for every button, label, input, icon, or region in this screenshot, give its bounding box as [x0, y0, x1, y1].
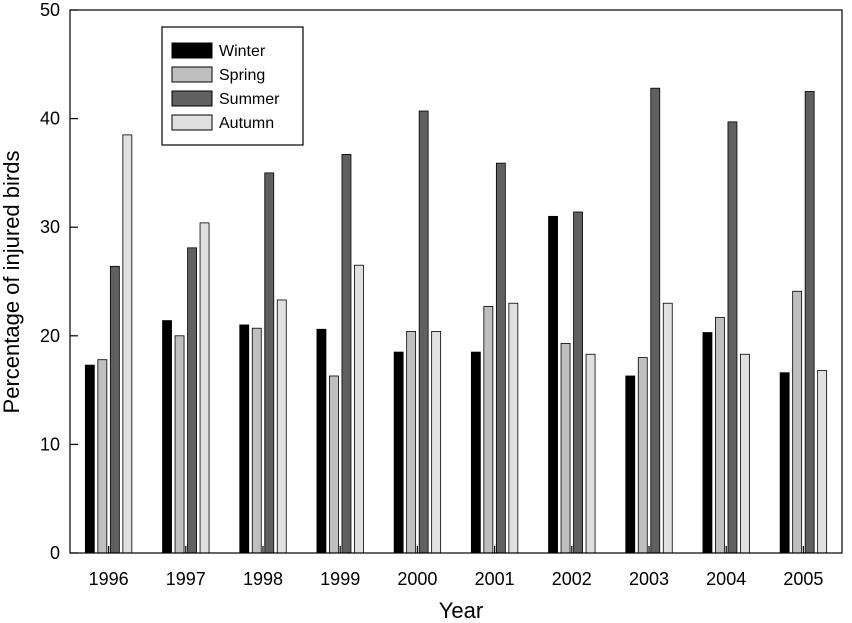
x-tick-label-2003: 2003 [629, 569, 669, 589]
bar-autumn-2005 [817, 370, 828, 554]
y-tick-label-0: 0 [50, 543, 60, 563]
axes-group: 0 10 20 30 40 50 1996 1997 1998 1999 2000 2001 2002 2… [40, 0, 843, 589]
bar-winter-2003 [625, 375, 636, 554]
bar-summer-1999 [341, 154, 352, 554]
y-tick-label-50: 50 [40, 0, 60, 20]
bar-spring-2005 [792, 290, 803, 554]
x-axis-title: Year [439, 598, 483, 623]
y-tick-label-20: 20 [40, 326, 60, 346]
bar-spring-2003 [637, 357, 648, 554]
bar-spring-1997 [174, 335, 185, 554]
bar-summer-1996 [109, 265, 120, 554]
y-tick-label-40: 40 [40, 109, 60, 129]
bar-summer-2005 [804, 91, 815, 554]
bar-winter-1998 [239, 324, 250, 554]
legend-swatch-spring [171, 66, 213, 83]
bar-summer-1998 [264, 172, 275, 554]
bar-summer-2000 [418, 110, 429, 554]
bar-autumn-2000 [431, 331, 442, 554]
bar-spring-1999 [329, 375, 339, 554]
legend-swatch-winter [171, 42, 213, 59]
bar-winter-2005 [779, 372, 790, 554]
bar-spring-2001 [483, 306, 494, 554]
x-tick-label-2004: 2004 [706, 569, 746, 589]
y-tick-label-30: 30 [40, 217, 60, 237]
bar-winter-2004 [702, 332, 713, 554]
bar-autumn-2002 [585, 353, 596, 554]
bar-autumn-1998 [276, 299, 287, 554]
bar-summer-2001 [495, 162, 506, 554]
bar-summer-2002 [573, 211, 583, 554]
bar-summer-2003 [650, 87, 661, 554]
bar-winter-2001 [470, 351, 481, 554]
bar-autumn-1996 [122, 134, 133, 554]
bar-spring-2002 [560, 342, 571, 554]
x-tick-label-1996: 1996 [89, 569, 129, 589]
legend-label-winter: Winter [219, 43, 266, 60]
legend-label-spring: Spring [219, 67, 265, 84]
bars-group [84, 87, 828, 554]
x-tick-label-1997: 1997 [166, 569, 206, 589]
bar-winter-1999 [316, 328, 327, 554]
bar-spring-1998 [251, 327, 262, 554]
x-tick-label-2001: 2001 [475, 569, 515, 589]
plot-frame [69, 9, 843, 554]
bar-summer-2004 [727, 121, 738, 554]
y-axis-title: Percentage of injured birds [0, 151, 24, 414]
legend: Winter Spring Summer Autumn [161, 26, 304, 146]
legend-swatch-autumn [171, 114, 213, 131]
legend-label-autumn: Autumn [219, 115, 274, 132]
bar-autumn-2004 [740, 353, 750, 554]
bar-spring-1996 [97, 359, 108, 554]
bar-spring-2000 [406, 331, 417, 554]
bar-winter-2000 [393, 351, 404, 554]
bar-winter-2002 [548, 215, 558, 554]
bar-spring-2004 [715, 316, 725, 554]
x-tick-label-1998: 1998 [243, 569, 283, 589]
legend-label-summer: Summer [219, 91, 280, 108]
bar-autumn-2003 [662, 302, 673, 554]
x-tick-label-2005: 2005 [783, 569, 823, 589]
bar-winter-1996 [84, 364, 95, 554]
x-tick-label-1999: 1999 [320, 569, 360, 589]
bar-autumn-1999 [354, 264, 364, 554]
x-tick-label-2002: 2002 [552, 569, 592, 589]
bar-autumn-2001 [508, 302, 519, 554]
y-tick-label-10: 10 [40, 434, 60, 454]
bar-summer-1997 [187, 247, 197, 554]
legend-swatch-summer [171, 90, 213, 107]
x-tick-label-2000: 2000 [397, 569, 437, 589]
bar-autumn-1997 [199, 222, 210, 554]
bar-winter-1997 [162, 320, 172, 554]
